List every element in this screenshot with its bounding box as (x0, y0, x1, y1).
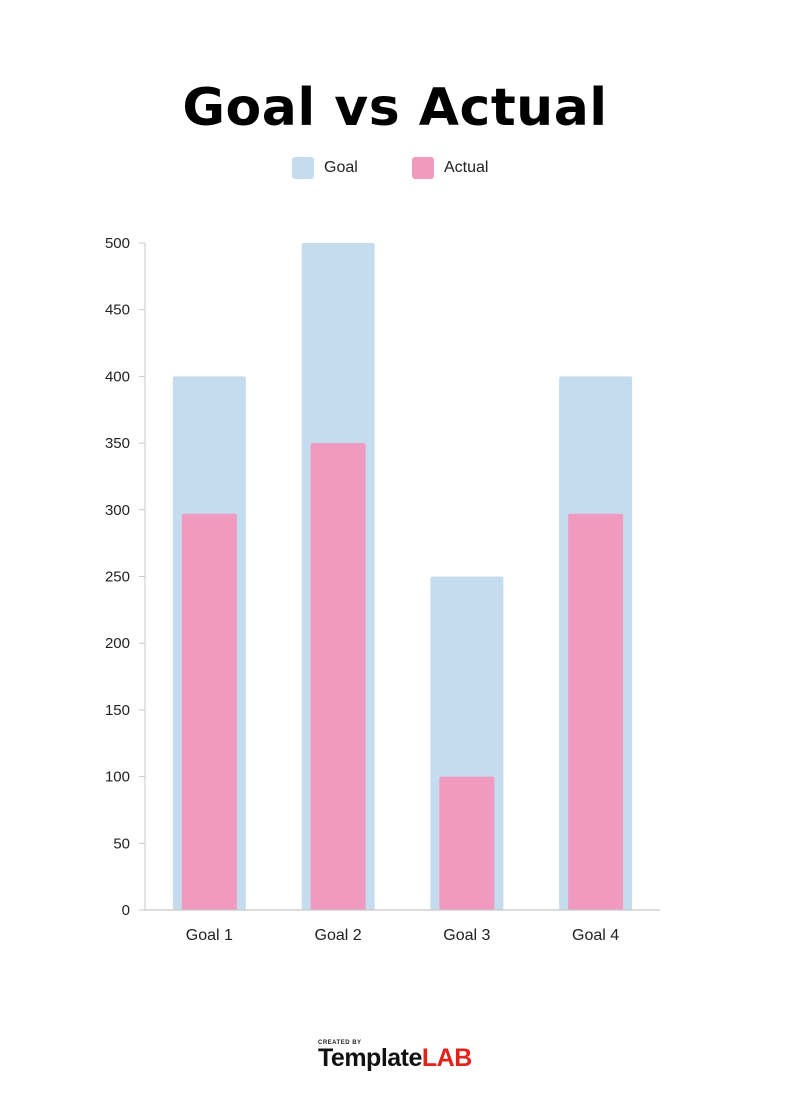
legend-label-actual: Actual (444, 159, 489, 176)
y-tick-label: 200 (105, 635, 130, 652)
x-category-label: Goal 2 (315, 927, 362, 944)
legend-swatch-actual (412, 157, 434, 179)
legend-item-goal: Goal (292, 155, 358, 181)
logo-wordmark: TemplateLAB (318, 1044, 472, 1073)
bar-actual (310, 443, 366, 910)
logo-word-template: Template (318, 1044, 422, 1072)
legend-item-actual: Actual (412, 155, 488, 181)
y-tick-label: 50 (113, 835, 130, 852)
x-category-label: Goal 1 (186, 927, 233, 944)
y-tick-label: 450 (105, 302, 130, 319)
bar-chart: 0 50 100 150 200 250 300 350 400 450 500 Goal 1 Goal… (105, 235, 660, 944)
chart-legend: Goal Actual (0, 155, 790, 183)
y-tick-label: 250 (105, 569, 130, 586)
x-category-label: Goal 4 (572, 927, 619, 944)
legend-swatch-goal (292, 157, 314, 179)
y-tick-label: 500 (105, 235, 130, 252)
logo-created-by: CREATED BY (318, 1040, 362, 1046)
y-tick-label: 300 (105, 502, 130, 519)
bar-actual (568, 513, 624, 910)
y-tick-label: 0 (122, 902, 130, 919)
legend-label-goal: Goal (324, 159, 358, 176)
y-tick-label: 150 (105, 702, 130, 719)
chart-title: Goal vs Actual (182, 78, 608, 138)
logo-word-lab: LAB (421, 1044, 472, 1072)
y-tick-label: 350 (105, 435, 130, 452)
x-category-label: Goal 3 (443, 927, 490, 944)
bar-actual (439, 776, 495, 910)
templatelab-logo: CREATED BY TemplateLAB (318, 1040, 478, 1074)
bar-actual (181, 513, 237, 910)
y-tick-label: 100 (105, 769, 130, 786)
y-tick-label: 400 (105, 368, 130, 385)
